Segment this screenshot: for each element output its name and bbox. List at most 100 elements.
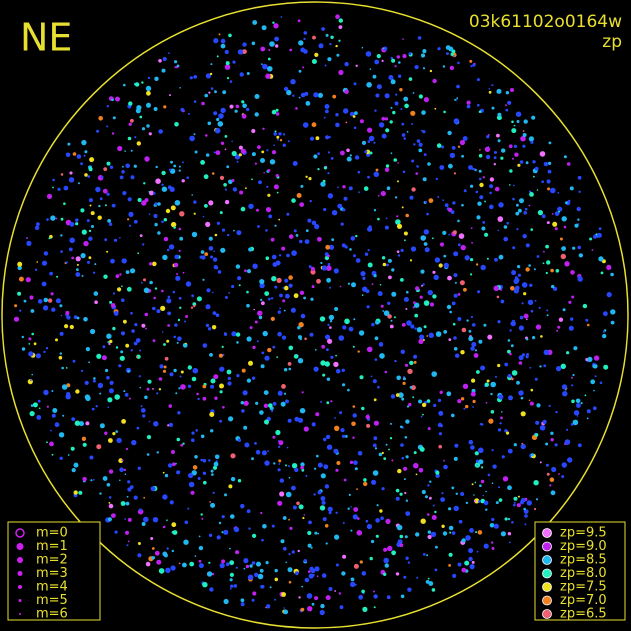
star — [321, 500, 326, 505]
star — [196, 296, 202, 302]
star — [262, 524, 267, 529]
star — [278, 463, 281, 465]
star — [521, 353, 526, 357]
star — [218, 33, 221, 36]
magnitude-symbol — [18, 599, 22, 602]
star — [473, 494, 475, 496]
star — [381, 256, 386, 260]
star — [133, 219, 138, 224]
star — [511, 270, 517, 276]
star — [50, 429, 52, 432]
star — [251, 598, 255, 602]
star — [122, 191, 127, 196]
star — [421, 402, 427, 408]
star — [207, 121, 212, 126]
star — [299, 239, 303, 244]
star — [501, 148, 506, 153]
star — [188, 472, 194, 479]
star — [325, 434, 331, 440]
star — [140, 408, 146, 413]
star — [299, 338, 302, 341]
star — [466, 319, 469, 322]
star — [224, 49, 229, 55]
star — [152, 339, 156, 343]
star — [507, 532, 512, 536]
star — [300, 607, 305, 612]
star — [472, 323, 476, 327]
star — [508, 144, 513, 149]
star — [84, 150, 88, 154]
star — [317, 532, 320, 535]
star — [397, 539, 403, 545]
star — [246, 378, 251, 383]
star — [468, 548, 474, 554]
star — [394, 359, 397, 363]
star — [459, 139, 466, 146]
star — [442, 531, 448, 536]
star — [158, 388, 162, 391]
star — [137, 553, 142, 558]
star — [229, 104, 234, 109]
star — [316, 575, 319, 578]
star — [497, 229, 500, 232]
star — [429, 69, 433, 73]
star — [506, 431, 510, 435]
star — [488, 90, 492, 94]
star — [421, 284, 423, 287]
star — [532, 160, 536, 164]
star — [174, 122, 179, 127]
star — [315, 136, 320, 141]
star — [397, 74, 402, 78]
star — [504, 517, 508, 521]
star — [554, 443, 558, 447]
star — [529, 401, 534, 406]
star — [89, 455, 94, 460]
star — [19, 309, 22, 312]
star — [251, 457, 254, 461]
star — [163, 553, 168, 558]
star — [94, 300, 98, 305]
star — [13, 316, 20, 322]
star — [75, 389, 80, 394]
star — [470, 315, 473, 319]
star — [314, 467, 317, 470]
star — [249, 326, 253, 330]
star — [124, 518, 127, 520]
star — [258, 180, 262, 185]
star — [481, 466, 484, 469]
star — [479, 195, 484, 200]
star — [394, 101, 399, 106]
star — [387, 258, 392, 263]
star — [473, 353, 479, 358]
star — [280, 401, 286, 407]
star — [428, 581, 434, 586]
star — [209, 72, 213, 76]
star — [153, 421, 159, 427]
star — [375, 168, 379, 172]
star — [497, 216, 504, 222]
star — [391, 459, 394, 462]
star — [283, 309, 286, 312]
star — [266, 185, 269, 188]
star — [426, 554, 429, 557]
star — [73, 462, 79, 468]
star — [453, 118, 460, 124]
star — [156, 451, 159, 454]
star — [265, 256, 270, 261]
star — [311, 220, 317, 226]
star — [331, 238, 335, 242]
star — [65, 152, 71, 158]
star — [179, 87, 181, 89]
star — [453, 347, 458, 351]
star — [209, 501, 212, 503]
star — [382, 47, 385, 50]
star — [441, 145, 445, 149]
star — [169, 372, 174, 377]
zp-symbol — [542, 541, 552, 552]
star — [529, 192, 534, 197]
star — [559, 237, 563, 241]
star — [326, 377, 331, 381]
star — [413, 462, 419, 469]
star — [62, 414, 65, 417]
star — [380, 190, 386, 197]
